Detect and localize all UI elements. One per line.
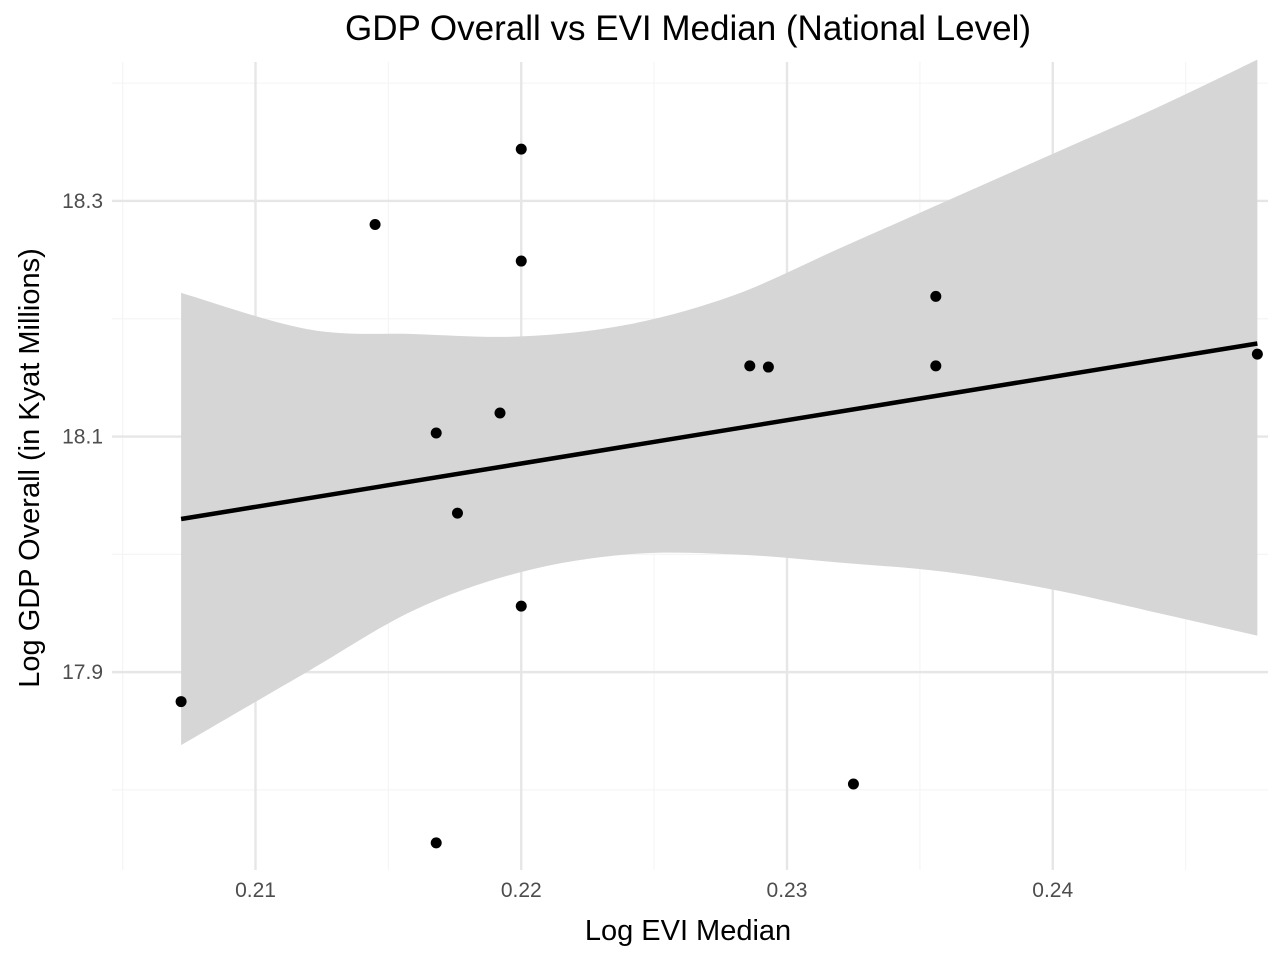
confidence-band-layer (181, 59, 1258, 746)
x-tick-label: 0.24 (1032, 879, 1073, 902)
y-tick-label: 18.1 (62, 426, 103, 449)
x-axis-title: Log EVI Median (585, 915, 791, 947)
x-tick-label: 0.21 (235, 879, 276, 902)
data-point (930, 290, 942, 302)
data-point (430, 837, 442, 849)
data-point (175, 696, 187, 708)
trend-line-layer (180, 341, 1258, 522)
y-tick-label: 18.3 (62, 190, 103, 213)
y-axis-tick-labels: 17.9 18.1 18.3 (62, 190, 103, 684)
data-point (762, 361, 774, 373)
trend-line (180, 341, 1258, 522)
data-point (430, 427, 442, 439)
x-tick-label: 0.22 (501, 879, 542, 902)
data-point (930, 360, 942, 372)
data-points-layer (175, 143, 1263, 849)
y-tick-label: 17.9 (62, 661, 103, 684)
x-axis-tick-labels: 0.21 0.22 0.23 0.24 (235, 879, 1073, 902)
data-point (515, 143, 527, 155)
x-tick-label: 0.23 (767, 879, 808, 902)
data-point (744, 360, 756, 372)
data-point (451, 507, 463, 519)
confidence-band (181, 59, 1258, 746)
data-point (515, 255, 527, 267)
data-point (494, 407, 506, 419)
data-point (515, 600, 527, 612)
data-point (1251, 348, 1263, 360)
y-axis-title: Log GDP Overall (in Kyat Millions) (14, 248, 46, 687)
data-point (847, 778, 859, 790)
data-point (369, 219, 381, 231)
chart-title: GDP Overall vs EVI Median (National Leve… (345, 9, 1031, 48)
